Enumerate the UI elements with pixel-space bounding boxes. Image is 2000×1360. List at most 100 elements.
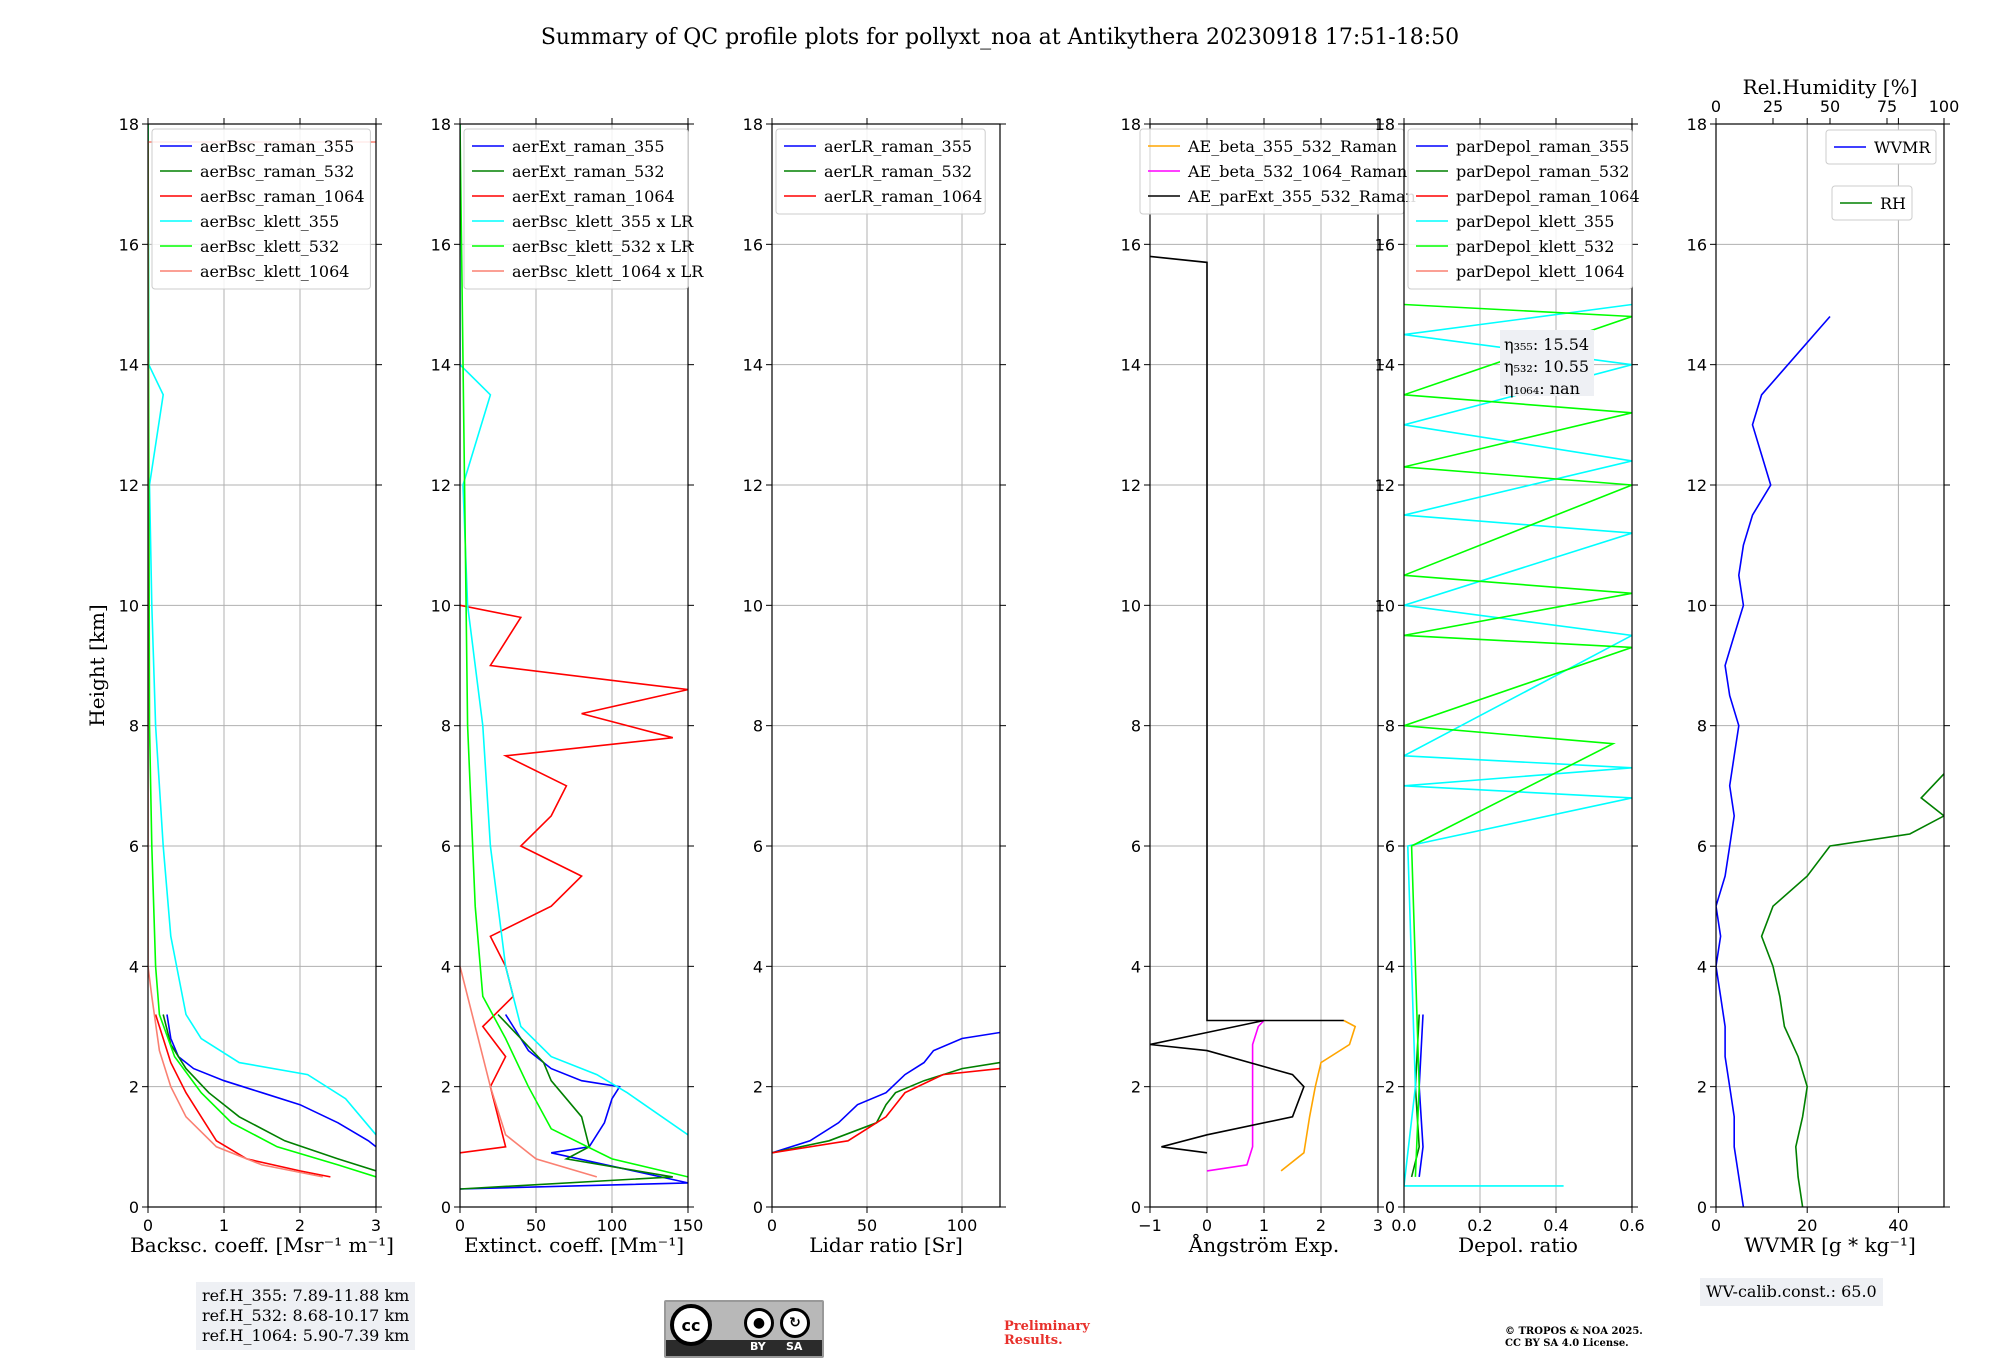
panel-5: 0 2 4 6 8 10 12 14 16 18 0.0 0.2 0.4 0.6 Depol. ratio p… bbox=[1375, 115, 1645, 1257]
series-line-ae-parext-355-532-raman bbox=[1150, 255, 1344, 1154]
x2-tick-label: 0 bbox=[1711, 97, 1721, 116]
cc-sa-icon: ↻ bbox=[780, 1308, 810, 1338]
legend-label: parDepol_klett_532 bbox=[1456, 237, 1614, 256]
y-tick-label: 2 bbox=[1385, 1078, 1395, 1097]
y-tick-label: 4 bbox=[1131, 957, 1141, 976]
x-tick-label: 40 bbox=[1888, 1216, 1908, 1235]
y-tick-label: 14 bbox=[431, 356, 451, 375]
depol-annotation-line: η₅₃₂: 10.55 bbox=[1504, 357, 1589, 376]
legend-label: aerExt_raman_1064 bbox=[512, 187, 675, 206]
legend-label: parDepol_klett_1064 bbox=[1456, 262, 1625, 281]
series-line-pardepol-raman-355 bbox=[1418, 1014, 1424, 1178]
y-tick-label: 6 bbox=[129, 837, 139, 856]
y-tick-label: 6 bbox=[1131, 837, 1141, 856]
y-tick-label: 2 bbox=[129, 1078, 139, 1097]
y-tick-label: 10 bbox=[119, 596, 139, 615]
series-line-aerbsc-raman-532 bbox=[162, 1014, 376, 1172]
series-line-ae-beta-355-532-raman bbox=[1280, 1019, 1357, 1172]
y-tick-label: 0 bbox=[129, 1198, 139, 1217]
x-tick-label: 1 bbox=[1259, 1216, 1269, 1235]
y-tick-label: 8 bbox=[1131, 717, 1141, 736]
series-line-pardepol-klett-532 bbox=[1404, 303, 1632, 1177]
cc-by-icon: ● bbox=[744, 1308, 774, 1338]
axes-frame bbox=[1403, 123, 1633, 1208]
legend-label: AE_parExt_355_532_Raman bbox=[1187, 187, 1416, 206]
x-tick-label: 0 bbox=[1202, 1216, 1212, 1235]
y-tick-label: 14 bbox=[1121, 356, 1141, 375]
y-tick-label: 8 bbox=[1385, 717, 1395, 736]
y-tick-label: 0 bbox=[753, 1198, 763, 1217]
copyright-note: © TROPOS & NOA 2025. CC BY SA 4.0 Licens… bbox=[1505, 1326, 1643, 1350]
x-tick-label: 3 bbox=[371, 1216, 381, 1235]
x2-tick-label: 25 bbox=[1763, 97, 1783, 116]
y-tick-label: 16 bbox=[1121, 235, 1141, 254]
x-tick-label: 50 bbox=[526, 1216, 546, 1235]
x-tick-label: 0.4 bbox=[1543, 1216, 1568, 1235]
y-tick-label: 8 bbox=[753, 717, 763, 736]
x2-tick-label: 100 bbox=[1929, 97, 1960, 116]
series-line-aerbsc-klett-1064 bbox=[148, 141, 376, 1178]
x-tick-label: 2 bbox=[295, 1216, 305, 1235]
y-tick-label: 10 bbox=[743, 596, 763, 615]
cc-by-label: BY bbox=[750, 1340, 766, 1353]
y-tick-label: 18 bbox=[1375, 115, 1395, 134]
legend-box bbox=[775, 128, 986, 215]
ref-height-532: ref.H_532: 8.68-10.17 km bbox=[202, 1306, 410, 1325]
series-line-pardepol-klett-355 bbox=[1404, 303, 1632, 1187]
y-tick-label: 0 bbox=[1385, 1198, 1395, 1217]
y-tick-label: 14 bbox=[119, 356, 139, 375]
axes-frame bbox=[459, 123, 689, 1208]
y-tick-label: 14 bbox=[1687, 356, 1707, 375]
y-tick-label: 10 bbox=[431, 596, 451, 615]
x-tick-label: 0.6 bbox=[1619, 1216, 1644, 1235]
series-line-aerbsc-klett-355-x-lr bbox=[460, 124, 688, 1136]
series-group bbox=[1404, 303, 1632, 1187]
x-tick-label: 0 bbox=[1711, 1216, 1721, 1235]
y-tick-label: 18 bbox=[431, 115, 451, 134]
x-tick-label: 150 bbox=[673, 1216, 704, 1235]
series-line-aerext-raman-532 bbox=[460, 1013, 673, 1190]
y-tick-label: 8 bbox=[1697, 717, 1707, 736]
x2-tick-label: 75 bbox=[1877, 97, 1897, 116]
legend-label: aerBsc_klett_355 bbox=[200, 212, 339, 231]
series-line-aerext-raman-1064 bbox=[460, 604, 688, 1154]
y-tick-label: 18 bbox=[1121, 115, 1141, 134]
x-tick-label: 100 bbox=[947, 1216, 978, 1235]
series-line-ae-beta-532-1064-raman bbox=[1206, 1019, 1265, 1172]
figure-title: Summary of QC profile plots for pollyxt_… bbox=[541, 25, 1459, 50]
x-tick-label: 20 bbox=[1797, 1216, 1817, 1235]
y-tick-label: 12 bbox=[431, 476, 451, 495]
axes-frame bbox=[1715, 123, 1945, 1208]
series-line-aerbsc-klett-532 bbox=[148, 124, 376, 1178]
series-line-aerbsc-klett-355 bbox=[148, 124, 376, 1136]
series-line-aerlr-raman-532 bbox=[772, 1061, 1000, 1154]
ref-height-1064: ref.H_1064: 5.90-7.39 km bbox=[202, 1326, 410, 1345]
x-tick-label: 0.2 bbox=[1467, 1216, 1492, 1235]
x-tick-label: 2 bbox=[1316, 1216, 1326, 1235]
legend-label: aerLR_raman_532 bbox=[824, 162, 972, 181]
ref-height-355: ref.H_355: 7.89-11.88 km bbox=[202, 1286, 410, 1305]
cc-icon: cc bbox=[670, 1304, 712, 1346]
x-tick-label: 0.0 bbox=[1391, 1216, 1416, 1235]
y-tick-label: 16 bbox=[119, 235, 139, 254]
y-tick-label: 0 bbox=[1697, 1198, 1707, 1217]
y-tick-label: 18 bbox=[743, 115, 763, 134]
y-tick-label: 12 bbox=[743, 476, 763, 495]
series-line-rh bbox=[1760, 773, 1944, 1207]
y-tick-label: 6 bbox=[1697, 837, 1707, 856]
legend-label: aerExt_raman_532 bbox=[512, 162, 665, 181]
series-line-aerext-raman-355 bbox=[460, 1014, 688, 1190]
legend-label: parDepol_raman_1064 bbox=[1456, 187, 1640, 206]
depol-annotation-box bbox=[1500, 330, 1594, 396]
y-tick-label: 10 bbox=[1687, 596, 1707, 615]
cc-license-badge: cc ● ↻ BY SA bbox=[664, 1300, 824, 1358]
depol-annotation-line: η₃₅₅: 15.54 bbox=[1504, 335, 1589, 354]
y-tick-label: 4 bbox=[129, 957, 139, 976]
y-tick-label: 8 bbox=[129, 717, 139, 736]
y-tick-label: 14 bbox=[1375, 356, 1395, 375]
